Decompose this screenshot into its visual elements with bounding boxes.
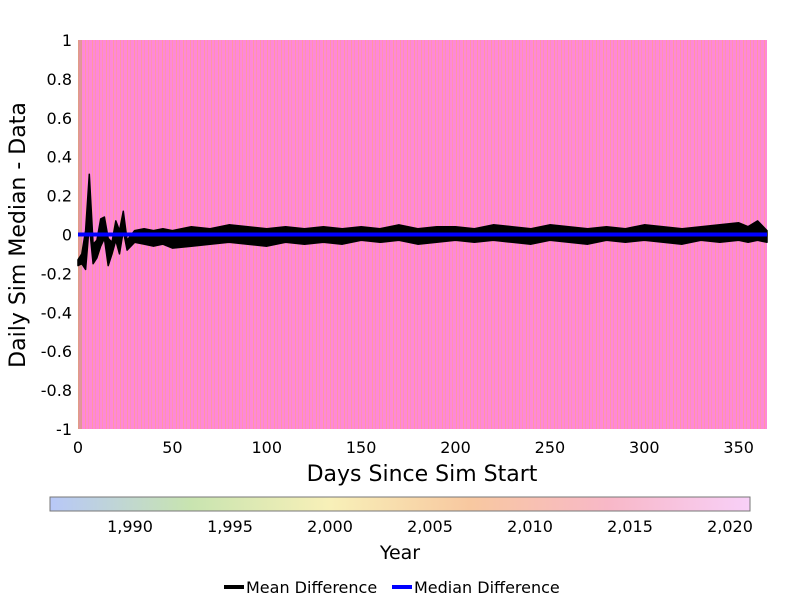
y-tick-label: 1 (62, 31, 72, 50)
y-axis-title: Daily Sim Median - Data (6, 102, 31, 368)
colorbar-tick-label: 2,020 (707, 517, 753, 536)
y-tick-label: 0.2 (47, 187, 72, 206)
y-tick-label: -0.8 (41, 381, 72, 400)
y-tick-label: -0.2 (41, 264, 72, 283)
x-tick-label: 350 (723, 438, 754, 457)
colorbar-tick-label: 1,990 (107, 517, 153, 536)
y-tick-label: -0.6 (41, 342, 72, 361)
x-tick-label: 150 (346, 438, 377, 457)
y-tick-label: -1 (56, 420, 72, 439)
x-tick-label: 250 (535, 438, 566, 457)
colorbar: 1,990 1,995 2,000 2,005 2,010 2,015 2,020 Year (49, 496, 753, 564)
y-tick-label: 0 (62, 226, 72, 245)
x-tick-label: 50 (162, 438, 182, 457)
x-tick-label: 300 (629, 438, 660, 457)
x-tick-label: 100 (251, 438, 282, 457)
legend-label-mean: Mean Difference (246, 578, 377, 597)
colorbar-title: Year (379, 542, 420, 564)
x-tick-label: 0 (73, 438, 83, 457)
y-tick-label: 0.6 (47, 109, 72, 128)
colorbar-tick-label: 2,005 (407, 517, 453, 536)
colorbar-ticks: 1,990 1,995 2,000 2,005 2,010 2,015 2,020 (107, 517, 753, 536)
colorbar-tick-label: 2,015 (607, 517, 653, 536)
y-tick-label: 0.4 (47, 148, 72, 167)
x-axis-title: Days Since Sim Start (307, 462, 538, 487)
legend-label-median: Median Difference (414, 578, 560, 597)
series-mean-difference (77, 173, 768, 271)
x-axis-ticks: 0 50 100 150 200 250 300 350 (73, 438, 754, 457)
colorbar-tick-label: 2,000 (307, 517, 353, 536)
y-axis-ticks: 1 0.8 0.6 0.4 0.2 0 -0.2 -0.4 -0.6 -0.8 -1 (41, 31, 72, 439)
series-layer (77, 173, 768, 271)
x-tick-label: 200 (440, 438, 471, 457)
y-tick-label: 0.8 (47, 70, 72, 89)
colorbar-tick-label: 1,995 (207, 517, 253, 536)
y-tick-label: -0.4 (41, 303, 72, 322)
colorbar-gradient (49, 496, 751, 512)
legend: Mean Difference Median Difference (224, 578, 560, 597)
plot-area (77, 40, 768, 429)
colorbar-tick-label: 2,010 (507, 517, 553, 536)
